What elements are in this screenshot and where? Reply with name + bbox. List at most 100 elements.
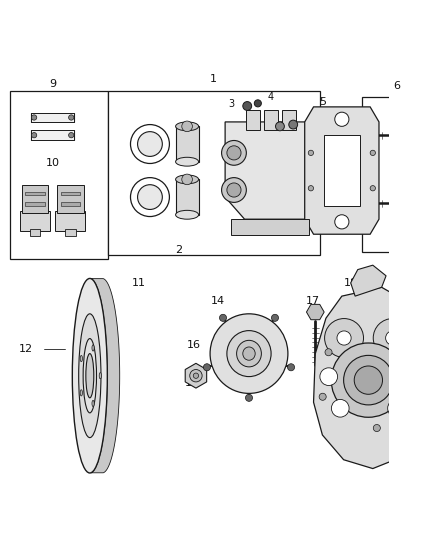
Text: 3: 3 [228, 99, 234, 109]
Bar [30, 229, 40, 236]
Circle shape [243, 102, 252, 110]
Polygon shape [91, 279, 120, 473]
Ellipse shape [79, 314, 101, 438]
Circle shape [335, 215, 349, 229]
Circle shape [69, 115, 74, 120]
Bar [324, 135, 360, 206]
Text: 17: 17 [306, 295, 320, 305]
Text: 14: 14 [211, 295, 225, 305]
Bar [32, 130, 74, 140]
Text: 18: 18 [344, 278, 358, 288]
Ellipse shape [237, 341, 261, 367]
Circle shape [245, 394, 253, 401]
Circle shape [203, 364, 211, 371]
Bar [176, 126, 198, 161]
Polygon shape [314, 287, 423, 469]
Circle shape [319, 393, 326, 400]
Ellipse shape [176, 175, 198, 184]
Polygon shape [305, 107, 379, 234]
Circle shape [289, 120, 298, 129]
Circle shape [193, 373, 198, 378]
Ellipse shape [72, 278, 107, 473]
Bar [282, 110, 296, 130]
Polygon shape [185, 364, 207, 388]
Ellipse shape [86, 353, 94, 398]
Bar [22, 185, 48, 213]
Circle shape [308, 150, 314, 156]
Ellipse shape [243, 347, 255, 360]
Ellipse shape [83, 338, 96, 413]
Circle shape [131, 125, 170, 164]
Ellipse shape [227, 330, 271, 377]
Circle shape [219, 314, 226, 321]
Circle shape [331, 343, 406, 417]
Bar [107, 91, 320, 255]
Circle shape [227, 146, 241, 160]
Bar [55, 212, 85, 231]
Circle shape [325, 349, 332, 356]
Ellipse shape [176, 122, 198, 131]
Circle shape [272, 314, 279, 321]
Bar [25, 203, 45, 206]
Text: 7: 7 [437, 125, 438, 135]
Polygon shape [225, 122, 317, 219]
Bar [362, 97, 431, 252]
Polygon shape [307, 304, 324, 320]
Text: 10: 10 [46, 158, 60, 168]
Ellipse shape [222, 141, 246, 165]
Circle shape [325, 319, 364, 358]
Circle shape [227, 183, 241, 197]
Text: 4: 4 [268, 92, 274, 102]
Circle shape [32, 133, 37, 138]
Circle shape [370, 150, 375, 156]
Circle shape [254, 100, 261, 107]
Text: 12: 12 [19, 344, 33, 354]
Bar [264, 110, 278, 130]
Circle shape [344, 356, 393, 405]
Circle shape [131, 177, 170, 216]
Circle shape [354, 366, 382, 394]
Circle shape [385, 331, 400, 345]
Circle shape [69, 133, 74, 138]
Text: 8: 8 [437, 157, 438, 167]
Circle shape [308, 185, 314, 191]
Circle shape [190, 369, 202, 382]
Text: 13: 13 [184, 378, 198, 388]
Bar [32, 112, 74, 123]
Text: 1: 1 [210, 75, 217, 84]
Circle shape [32, 115, 37, 120]
Circle shape [337, 331, 351, 345]
Ellipse shape [92, 400, 94, 407]
Bar [65, 229, 76, 236]
Bar [420, 131, 428, 140]
Circle shape [388, 399, 405, 417]
Circle shape [335, 112, 349, 126]
Bar [25, 192, 45, 195]
Ellipse shape [210, 314, 288, 393]
Circle shape [138, 185, 162, 209]
Circle shape [138, 132, 162, 156]
Bar [10, 91, 107, 259]
Circle shape [320, 368, 338, 385]
Circle shape [370, 185, 375, 191]
Text: 6: 6 [393, 80, 400, 91]
Bar [57, 185, 84, 213]
Ellipse shape [99, 373, 102, 379]
Ellipse shape [80, 356, 82, 362]
Bar [246, 110, 261, 130]
Text: 11: 11 [131, 278, 145, 288]
Bar [20, 212, 50, 231]
Text: 5: 5 [319, 96, 326, 107]
Circle shape [373, 424, 380, 432]
Circle shape [182, 174, 192, 185]
Ellipse shape [176, 211, 198, 219]
Polygon shape [351, 265, 386, 296]
Ellipse shape [92, 345, 94, 351]
Circle shape [332, 399, 349, 417]
Circle shape [287, 364, 295, 371]
Circle shape [276, 122, 284, 131]
Text: 16: 16 [187, 340, 201, 350]
Ellipse shape [176, 157, 198, 166]
Text: 9: 9 [49, 79, 56, 89]
Bar [420, 199, 428, 208]
